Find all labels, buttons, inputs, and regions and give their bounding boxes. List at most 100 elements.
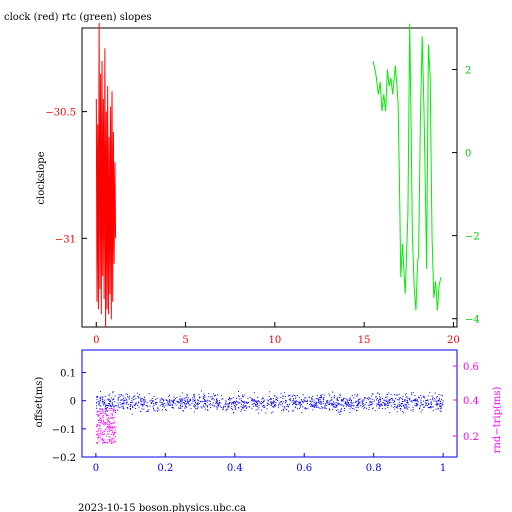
offset-point <box>349 403 351 405</box>
offset-point <box>196 404 198 406</box>
offset-point <box>337 399 338 401</box>
offset-point <box>320 401 322 403</box>
roundtrip-point <box>99 425 100 427</box>
offset-point <box>196 408 198 410</box>
offset-point <box>372 399 374 400</box>
roundtrip-point <box>97 434 99 436</box>
offset-point <box>130 404 132 406</box>
offset-point <box>359 398 361 400</box>
offset-point <box>314 405 316 406</box>
offset-point <box>238 402 240 404</box>
offset-point <box>439 405 441 407</box>
offset-point <box>117 399 119 401</box>
offset-point <box>258 405 260 407</box>
offset-point <box>412 409 414 410</box>
roundtrip-point <box>111 434 112 435</box>
offset-point <box>121 403 123 404</box>
offset-point <box>146 410 148 412</box>
offset-point <box>389 399 391 401</box>
offset-point <box>113 398 115 400</box>
offset-point <box>421 409 423 411</box>
offset-point <box>386 401 387 402</box>
offset-point <box>398 397 400 399</box>
offset-point <box>140 397 142 399</box>
offset-point <box>261 398 263 400</box>
offset-point <box>362 399 364 401</box>
offset-point <box>396 406 398 408</box>
offset-point <box>240 398 242 400</box>
offset-point <box>369 402 371 404</box>
offset-point <box>133 396 135 398</box>
offset-point <box>364 397 366 398</box>
offset-point <box>181 392 183 394</box>
offset-point <box>248 406 250 407</box>
offset-point <box>311 400 313 402</box>
offset-point <box>204 406 206 408</box>
offset-point <box>363 408 365 410</box>
offset-point <box>119 402 121 404</box>
offset-point <box>416 405 418 407</box>
offset-point <box>201 390 202 392</box>
offset-point <box>278 403 280 405</box>
offset-point <box>357 400 359 402</box>
roundtrip-point <box>104 412 106 414</box>
offset-point <box>346 405 348 407</box>
roundtrip-point <box>108 425 110 427</box>
offset-point <box>417 404 419 405</box>
offset-point <box>183 397 185 399</box>
offset-point <box>301 404 303 405</box>
roundtrip-point <box>98 410 100 412</box>
offset-point <box>150 402 152 404</box>
offset-point <box>345 403 347 405</box>
offset-point <box>310 401 312 403</box>
offset-point <box>280 392 282 394</box>
offset-point <box>220 407 222 408</box>
offset-point <box>435 399 437 401</box>
offset-point <box>356 401 358 403</box>
offset-point <box>161 409 163 411</box>
offset-point <box>322 397 324 399</box>
roundtrip-point <box>109 440 111 442</box>
offset-point <box>405 396 407 398</box>
offset-point <box>404 406 406 408</box>
offset-point <box>254 402 255 404</box>
offset-point <box>384 403 386 405</box>
offset-point <box>185 397 187 399</box>
offset-point <box>147 409 149 411</box>
offset-point <box>333 406 335 408</box>
offset-point <box>206 404 208 406</box>
roundtrip-point <box>99 419 101 421</box>
offset-point <box>99 397 101 399</box>
offset-point <box>330 402 332 404</box>
offset-point <box>206 406 208 408</box>
offset-point <box>267 402 268 404</box>
offset-point <box>349 404 351 406</box>
offset-point <box>186 401 188 403</box>
offset-point <box>398 401 400 403</box>
roundtrip-point <box>107 414 109 416</box>
offset-point <box>237 401 239 403</box>
offset-point <box>428 403 430 405</box>
offset-point <box>241 401 243 403</box>
offset-point <box>343 397 345 399</box>
offset-chart: offset(ms) rnd−trip(ms) 0 0.2 0.4 0.6 0.8 1 0.… <box>34 349 503 474</box>
offset-point <box>351 404 353 406</box>
roundtrip-axis-label: rnd−trip(ms) <box>492 386 503 453</box>
roundtrip-point <box>102 422 104 424</box>
offset-point <box>101 401 103 403</box>
roundtrip-point <box>113 411 115 413</box>
offset-point <box>213 404 215 406</box>
offset-point <box>406 408 408 410</box>
offset-point <box>117 402 119 404</box>
offset-point <box>110 404 111 406</box>
offset-point <box>240 410 242 412</box>
offset-point <box>440 408 442 410</box>
offset-point <box>398 399 400 401</box>
offset-point <box>112 403 114 405</box>
offset-point <box>340 411 342 413</box>
offset-point <box>319 403 321 405</box>
offset-point <box>109 403 110 405</box>
offset-point <box>197 400 199 401</box>
rtc-slope-line <box>372 23 442 311</box>
offset-point <box>104 399 106 401</box>
